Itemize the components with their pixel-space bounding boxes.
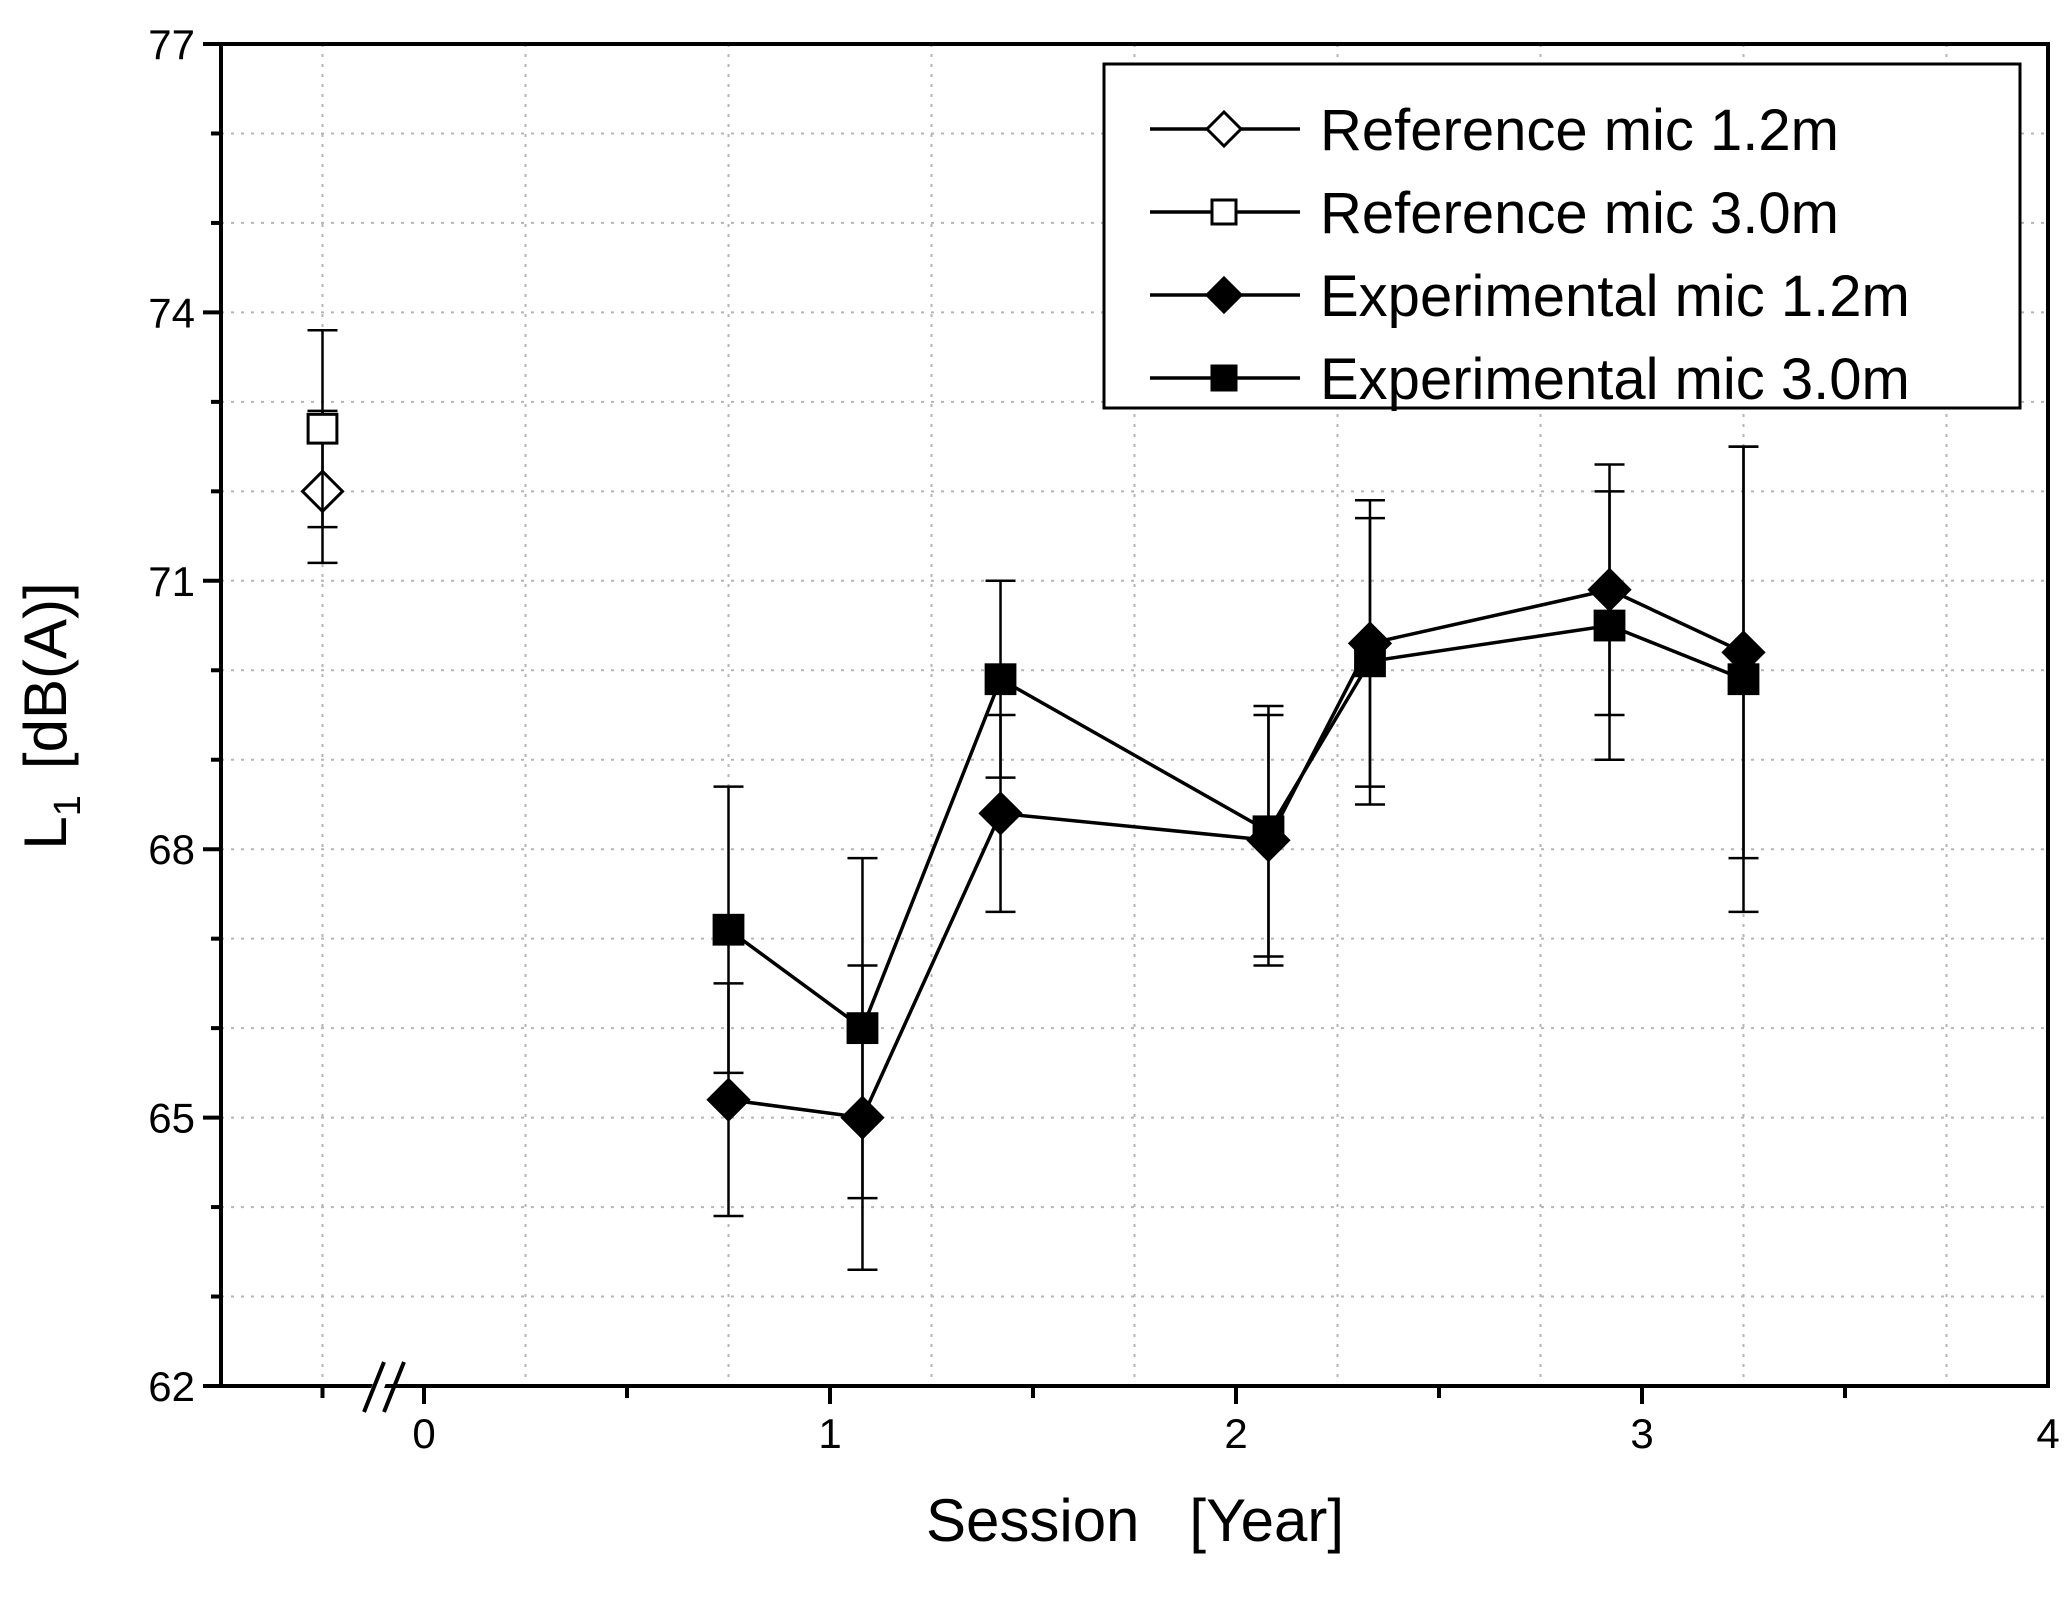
legend-marker: [1204, 109, 1244, 149]
series-line: [728, 587, 1745, 1120]
data-point: [846, 1012, 879, 1045]
svg-text:L1[dB(A)]: L1 [dB(A)]: [12, 582, 89, 849]
series-square-filled: [712, 445, 1760, 1200]
x-tick-label: 2: [1224, 1410, 1247, 1457]
axis-break: [362, 1359, 406, 1415]
data-point: [984, 663, 1017, 696]
y-axis-title: L1 [dB(A)]: [12, 582, 89, 849]
x-tick-label: 4: [2036, 1410, 2059, 1457]
legend-label: Reference mic 1.2m: [1320, 98, 1839, 163]
axis-break-gap: [362, 1359, 394, 1415]
legend-marker: [1210, 364, 1238, 392]
series-line: [727, 623, 1745, 1031]
y-axis-title-subscript: 1: [47, 795, 89, 816]
legend-marker: [1210, 198, 1238, 226]
data-point: [1252, 815, 1285, 848]
data-point: [1593, 609, 1626, 642]
legend-label: Experimental mic 1.2m: [1320, 264, 1910, 329]
x-tick-label: 0: [412, 1410, 435, 1457]
x-tick-label: 1: [818, 1410, 841, 1457]
data-point: [978, 791, 1023, 836]
y-tick-label: 68: [148, 826, 195, 873]
data-point: [1727, 663, 1760, 696]
data-point: [306, 412, 339, 445]
y-tick-label: 62: [148, 1363, 195, 1410]
axes: [203, 42, 2050, 1404]
legend: Reference mic 1.2m Reference mic 3.0m Expe…: [1102, 62, 2022, 412]
data-point: [712, 913, 745, 946]
legend-box: [1102, 62, 2022, 410]
legend-label: Experimental mic 3.0m: [1320, 347, 1910, 412]
y-tick-label: 74: [148, 289, 195, 336]
y-tick-label: 77: [148, 21, 195, 68]
axis-break-mark-left: [362, 1361, 386, 1413]
data-point: [1354, 645, 1386, 678]
x-axis-title: Session [Year]: [926, 1487, 1344, 1554]
y-tick-label: 71: [148, 558, 195, 605]
y-axis-title-unit: [dB(A)]: [12, 582, 79, 769]
y-tick-label: 65: [148, 1095, 195, 1142]
plot-frame: [219, 42, 2050, 1388]
legend-marker: [1204, 275, 1244, 315]
series: [300, 329, 1766, 1271]
tick-labels: 0 1 2 3 4 62 65 68 71 74 77: [148, 21, 2059, 1457]
series-square-open: [306, 329, 339, 529]
y-axis-title-main: L: [12, 816, 79, 849]
x-tick-label: 3: [1630, 1410, 1653, 1457]
data-point: [706, 1077, 751, 1122]
axis-break-mark-right: [382, 1361, 406, 1413]
legend-label: Reference mic 3.0m: [1320, 181, 1839, 246]
